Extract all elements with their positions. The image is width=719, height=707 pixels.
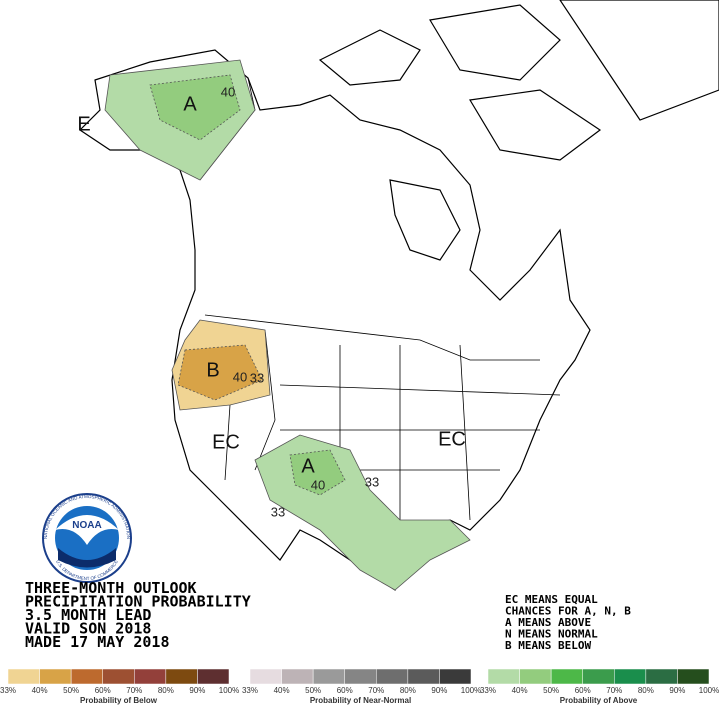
legend-swatch xyxy=(645,668,678,685)
legend-label: 40% xyxy=(274,686,290,695)
legend-label: 100% xyxy=(461,686,481,695)
legend-label: 90% xyxy=(669,686,685,695)
legend-label: 40% xyxy=(512,686,528,695)
legend-label: 70% xyxy=(368,686,384,695)
key-line: B MEANS BELOW xyxy=(505,639,591,652)
region-label: B xyxy=(206,359,219,381)
legend-label: 50% xyxy=(63,686,79,695)
contour-label: 33 xyxy=(365,474,379,489)
region-label: EC xyxy=(438,428,466,450)
legend-swatch xyxy=(677,668,710,685)
contour-label: 33 xyxy=(271,504,285,519)
region-label: EC xyxy=(212,431,240,453)
legend-label: 80% xyxy=(158,686,174,695)
legend-swatch xyxy=(487,668,520,685)
legend-swatch xyxy=(614,668,647,685)
greenland xyxy=(559,0,719,121)
key-line: CHANCES FOR A, N, B xyxy=(505,605,631,618)
legend-title: Probability of Below xyxy=(80,696,158,705)
legend-label: 33% xyxy=(480,686,496,695)
contour-label: 33 xyxy=(250,370,264,385)
region-label: A xyxy=(183,93,197,115)
legend-swatch xyxy=(550,668,583,685)
contour-label: 40 xyxy=(221,84,235,99)
legend-label: 33% xyxy=(0,686,16,695)
title-line: THREE-MONTH OUTLOOK xyxy=(25,579,197,597)
landmass xyxy=(79,49,591,592)
legend-label: 60% xyxy=(95,686,111,695)
legend-swatch xyxy=(102,668,135,685)
legend-label: 80% xyxy=(400,686,416,695)
base-map xyxy=(79,0,719,592)
legend-label: 60% xyxy=(337,686,353,695)
legend-swatch xyxy=(519,668,552,685)
logo-name: NOAA xyxy=(72,520,101,531)
legend-swatch xyxy=(249,668,282,685)
alaska-above-40 xyxy=(149,74,241,141)
legend-label: 40% xyxy=(32,686,48,695)
arctic-islands xyxy=(318,4,602,161)
logo-wave xyxy=(58,548,116,568)
legend-swatch xyxy=(134,668,167,685)
hudson-bay xyxy=(389,179,461,261)
legend-swatch xyxy=(344,668,377,685)
key-line: A MEANS ABOVE xyxy=(505,616,591,629)
legend-swatch xyxy=(582,668,615,685)
key-line: EC MEANS EQUAL xyxy=(505,593,598,606)
title-line: VALID SON 2018 xyxy=(25,620,151,638)
legend-swatch xyxy=(281,668,314,685)
legend-swatch xyxy=(407,668,440,685)
legend-label: 60% xyxy=(575,686,591,695)
legend-swatch xyxy=(7,668,40,685)
legends: 33% 40% 50% 60% 70% 80% 90% 100% Probability of … xyxy=(0,668,719,705)
legend-swatch xyxy=(39,668,72,685)
southwest-above-40 xyxy=(289,449,346,496)
key-line: N MEANS NORMAL xyxy=(505,628,598,641)
legend-label: 100% xyxy=(699,686,719,695)
legend-title: Probability of Near-Normal xyxy=(310,696,411,705)
northwest-below-40 xyxy=(177,344,263,401)
logo-bird xyxy=(55,515,119,545)
legend-swatch xyxy=(439,668,472,685)
legend-swatch xyxy=(376,668,409,685)
legend-swatch xyxy=(165,668,198,685)
region-label: E xyxy=(77,113,90,135)
legend-label: 33% xyxy=(242,686,258,695)
legend-label: 100% xyxy=(219,686,239,695)
title-line: 3.5 MONTH LEAD xyxy=(25,606,151,624)
legend-swatch xyxy=(70,668,103,685)
legend-label: 50% xyxy=(305,686,321,695)
legend-title: Probability of Above xyxy=(560,696,638,705)
legend-label: 90% xyxy=(189,686,205,695)
legend-swatch xyxy=(312,668,345,685)
noaa-logo: NOAA NATIONAL OCEANIC AND ATMOSPHERIC AD… xyxy=(42,493,132,583)
contour-label: 40 xyxy=(233,369,247,384)
legend-label: 50% xyxy=(543,686,559,695)
title-line: MADE 17 MAY 2018 xyxy=(25,633,170,651)
legend-label: 80% xyxy=(638,686,654,695)
legend-swatch xyxy=(197,668,230,685)
forecast-areas xyxy=(104,59,471,591)
title-line: PRECIPITATION PROBABILITY xyxy=(25,593,251,611)
legend-label: 70% xyxy=(126,686,142,695)
map-labels: A E B EC EC A 40 40 33 40 33 33 xyxy=(77,84,466,519)
legend-label: 70% xyxy=(606,686,622,695)
legend-label: 90% xyxy=(431,686,447,695)
contour-label: 40 xyxy=(311,477,325,492)
region-label: A xyxy=(301,455,315,477)
